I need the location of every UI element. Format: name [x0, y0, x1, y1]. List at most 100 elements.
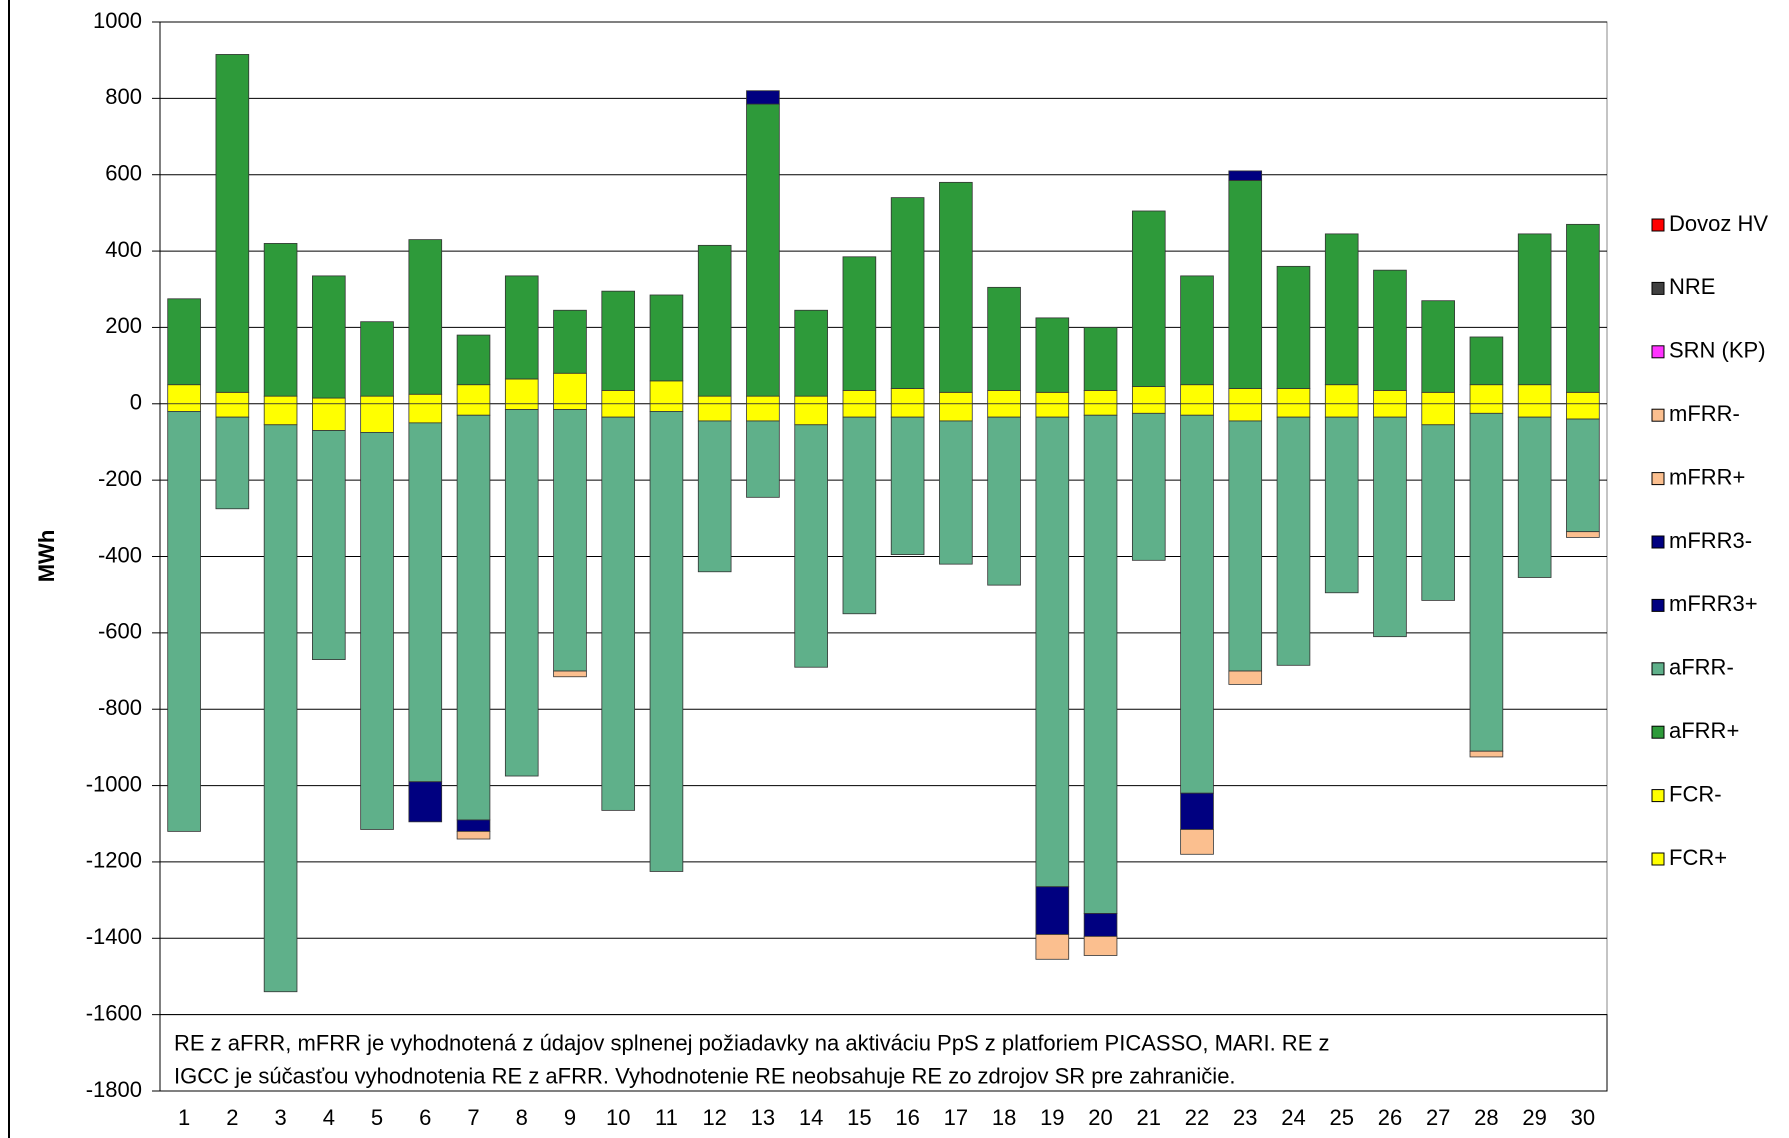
legend-label: mFRR3+	[1669, 591, 1758, 616]
y-tick-label: 400	[105, 237, 142, 262]
legend-swatch	[1651, 472, 1665, 486]
bar-segment	[890, 388, 925, 405]
bar-segment	[987, 403, 1021, 418]
bar-segment	[1035, 886, 1070, 935]
bar-segment	[1180, 384, 1214, 405]
bar-segment	[987, 390, 1021, 405]
legend-swatch	[1651, 852, 1665, 866]
x-tick-label: 9	[564, 1105, 576, 1130]
x-tick-label: 28	[1474, 1105, 1498, 1130]
bar-segment	[408, 781, 443, 823]
bar-segment	[1566, 223, 1600, 393]
bar-segment	[456, 830, 491, 840]
bar-segment	[1035, 391, 1070, 405]
bar-segment	[1373, 269, 1407, 391]
bar-segment	[553, 409, 587, 672]
x-tick-label: 24	[1281, 1105, 1305, 1130]
bar-segment	[553, 670, 587, 678]
x-tick-label: 19	[1040, 1105, 1064, 1130]
annotation-box	[159, 1014, 1608, 1092]
legend-label: aFRR+	[1669, 718, 1739, 743]
x-tick-label: 14	[799, 1105, 823, 1130]
legend-label: SRN (KP)	[1669, 338, 1766, 363]
bar-segment	[1373, 403, 1407, 418]
bar-segment	[1421, 424, 1455, 601]
x-tick-label: 16	[895, 1105, 919, 1130]
bar-segment	[1131, 412, 1166, 561]
bar-segment	[456, 384, 491, 405]
bar-segment	[697, 420, 732, 573]
bar-segment	[1324, 416, 1359, 594]
bar-segment	[312, 275, 346, 399]
legend-label: Dovoz HV	[1669, 211, 1768, 236]
legend-label: mFRR3-	[1669, 528, 1752, 553]
legend-swatch	[1651, 598, 1665, 612]
legend-swatch	[1651, 408, 1665, 422]
bar-segment	[312, 430, 346, 660]
bar-segment	[794, 309, 828, 397]
bar-segment	[1180, 414, 1214, 794]
bar-segment	[1517, 403, 1552, 418]
y-tick-label: -200	[98, 466, 142, 491]
bar-segment	[1421, 403, 1455, 426]
y-tick-label: 1000	[93, 8, 142, 33]
x-tick-label: 8	[516, 1105, 528, 1130]
bar-segment	[601, 416, 636, 811]
x-tick-label: 26	[1378, 1105, 1402, 1130]
legend-label: aFRR-	[1669, 655, 1734, 680]
bar-segment	[649, 403, 684, 412]
x-tick-label: 6	[419, 1105, 431, 1130]
bar-segment	[601, 290, 636, 391]
y-tick-label: -1200	[86, 848, 142, 873]
bar-segment	[746, 395, 780, 405]
bar-segment	[1373, 416, 1407, 638]
x-tick-label: 18	[992, 1105, 1016, 1130]
x-tick-label: 12	[702, 1105, 726, 1130]
legend-label: FCR+	[1669, 845, 1727, 870]
legend-swatch	[1651, 662, 1665, 676]
x-tick-label: 22	[1185, 1105, 1209, 1130]
x-tick-label: 25	[1329, 1105, 1353, 1130]
bar-segment	[987, 286, 1021, 391]
bar-segment	[553, 309, 587, 374]
x-tick-label: 13	[751, 1105, 775, 1130]
bar-segment	[1324, 403, 1359, 418]
bar-segment	[1276, 403, 1311, 418]
bar-segment	[1035, 416, 1070, 888]
bar-segment	[1228, 388, 1263, 405]
bar-segment	[215, 416, 250, 510]
bar-segment	[263, 243, 298, 397]
bar-segment	[1228, 403, 1263, 422]
bar-segment	[842, 256, 877, 391]
y-tick-label: -1800	[86, 1077, 142, 1102]
bar-segment	[553, 372, 587, 405]
bar-segment	[312, 397, 346, 405]
bar-segment	[1469, 336, 1504, 386]
bar-segment	[504, 378, 539, 405]
x-tick-label: 21	[1137, 1105, 1161, 1130]
bar-segment	[697, 395, 732, 405]
bar-segment	[1180, 275, 1214, 386]
y-tick-label: 600	[105, 161, 142, 186]
bar-segment	[263, 395, 298, 405]
bar-segment	[1180, 792, 1214, 830]
bar-segment	[794, 424, 828, 668]
bar-segment	[649, 294, 684, 382]
bar-segment	[1421, 391, 1455, 405]
bar-segment	[456, 819, 491, 832]
bar-segment	[939, 420, 973, 565]
legend-label: mFRR+	[1669, 464, 1745, 489]
bar-segment	[1566, 531, 1600, 538]
bar-segment	[939, 403, 973, 422]
legend-swatch	[1651, 281, 1665, 295]
legend-label: mFRR-	[1669, 401, 1740, 426]
bar-segment	[1517, 384, 1552, 405]
legend-label: FCR-	[1669, 781, 1722, 806]
bar-segment	[697, 244, 732, 397]
bar-segment	[1324, 384, 1359, 405]
y-tick-label: -1600	[86, 1000, 142, 1025]
bar-segment	[167, 384, 201, 405]
bar-segment	[1131, 403, 1166, 414]
bar-segment	[1083, 390, 1118, 405]
